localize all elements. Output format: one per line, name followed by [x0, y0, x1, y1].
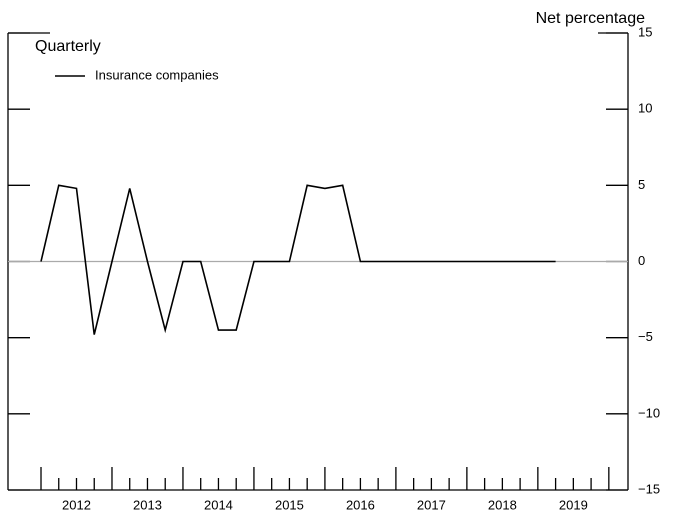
x-tick-label: 2017 — [417, 497, 446, 512]
y-tick-label: 10 — [638, 101, 652, 116]
x-tick-label: 2012 — [62, 497, 91, 512]
x-tick-label: 2013 — [133, 497, 162, 512]
y-tick-label: 15 — [638, 24, 652, 39]
data-line — [40, 184, 556, 335]
x-tick-label: 2018 — [488, 497, 517, 512]
chart-title: Quarterly — [35, 38, 101, 55]
x-tick-label: 2014 — [204, 497, 233, 512]
x-tick-label: 2019 — [559, 497, 588, 512]
y-tick-label: −15 — [638, 481, 660, 496]
y-tick-label: −5 — [638, 329, 653, 344]
y-tick-label: −10 — [638, 405, 660, 420]
y-tick-label: 5 — [638, 177, 645, 192]
x-tick-label: 2016 — [346, 497, 375, 512]
x-tick-label: 2015 — [275, 497, 304, 512]
y-tick-label: 0 — [638, 253, 645, 268]
y-axis-label: Net percentage — [536, 10, 646, 27]
legend-label: Insurance companies — [95, 67, 219, 82]
